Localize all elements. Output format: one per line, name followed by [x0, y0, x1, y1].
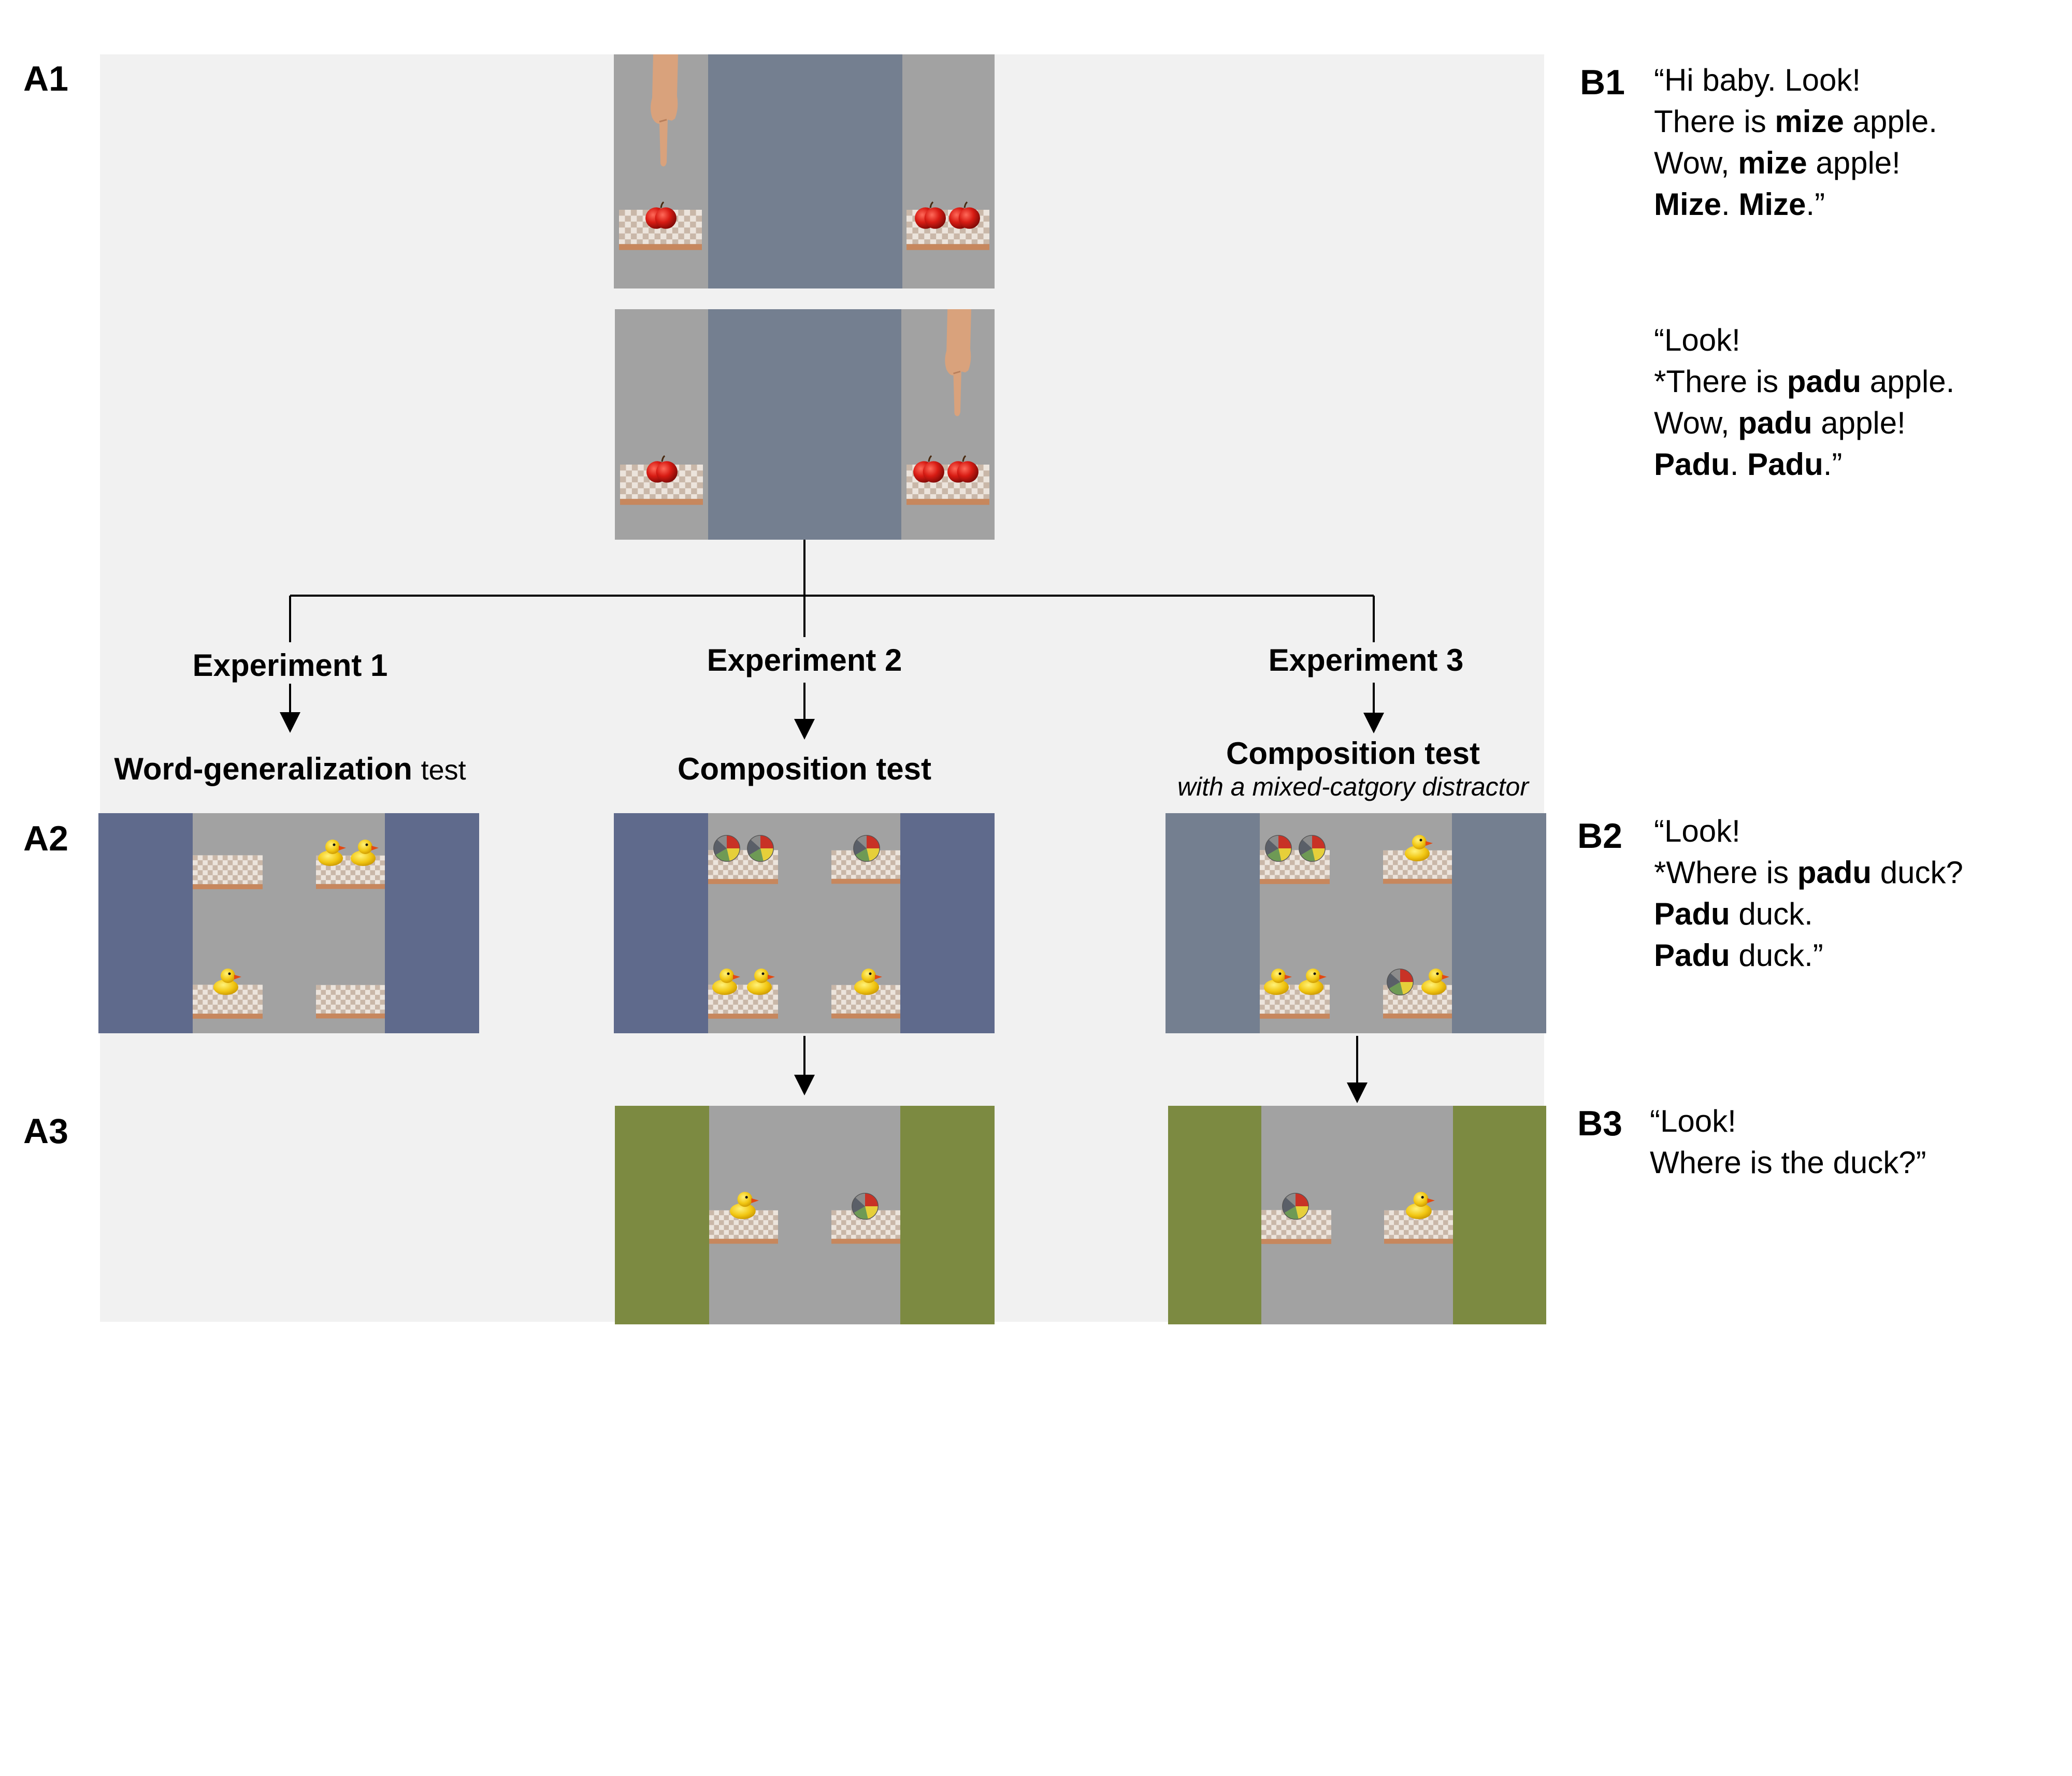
ball-icon — [1282, 1193, 1309, 1220]
speech-line: Where is the duck?” — [1650, 1145, 1926, 1180]
speech-line: “Look! — [1654, 323, 1740, 357]
panel-label-b3: B3 — [1577, 1104, 1622, 1143]
familiarization-scene-1 — [614, 54, 995, 288]
word-generalization-test-label: Word-generalization test — [83, 751, 497, 787]
test-title-suffix: test — [421, 755, 466, 786]
tablecloth-icon — [316, 985, 385, 1019]
apple-icon — [645, 201, 677, 230]
hand-icon — [650, 54, 679, 167]
speech-line: Padu. Padu.” — [1654, 447, 1843, 482]
ball-icon — [1386, 969, 1414, 995]
panel-label-b2: B2 — [1577, 816, 1622, 856]
experiment-1-label: Experiment 1 — [192, 648, 388, 683]
speech-line: “Hi baby. Look! — [1654, 63, 1861, 97]
experiment-3-label: Experiment 3 — [1268, 643, 1464, 677]
ball-icon — [1298, 835, 1326, 862]
occluder — [708, 309, 901, 540]
speech-line: Wow, padu apple! — [1654, 406, 1906, 440]
speech-line: There is mize apple. — [1654, 104, 1937, 139]
exp3-question-scene — [1168, 1106, 1546, 1324]
speech-b2: “Look! *Where is padu duck? Padu duck. P… — [1654, 811, 1963, 976]
speech-line: *There is padu apple. — [1654, 364, 1955, 399]
tablecloth-icon — [193, 855, 263, 889]
speech-b1-mize: “Hi baby. Look! There is mize apple. Wow… — [1654, 60, 1937, 225]
speech-b1-padu: “Look! *There is padu apple. Wow, padu a… — [1654, 320, 1954, 485]
speech-line: “Look! — [1650, 1104, 1736, 1138]
ball-icon — [853, 835, 880, 862]
familiarization-scene-2 — [615, 309, 995, 540]
speech-b3: “Look! Where is the duck?” — [1650, 1101, 1926, 1183]
speech-line: “Look! — [1654, 814, 1740, 848]
hand-icon — [944, 309, 972, 417]
speech-line: Padu duck. — [1654, 897, 1813, 931]
composition-test-label-exp2: Composition test — [678, 752, 931, 786]
speech-line: Wow, mize apple! — [1654, 146, 1901, 180]
exp2-question-scene — [615, 1106, 995, 1324]
panel-label-a2: A2 — [23, 819, 68, 858]
mixed-category-distractor-subtitle: with a mixed-catgory distractor — [1177, 772, 1529, 801]
exp3-test-scene — [1166, 813, 1546, 1033]
occluder — [708, 54, 902, 288]
speech-line: Padu duck.” — [1654, 938, 1823, 973]
ball-icon — [1264, 835, 1292, 862]
panel-label-a1: A1 — [23, 59, 68, 98]
apple-icon — [913, 455, 945, 484]
speech-line: *Where is padu duck? — [1654, 855, 1963, 890]
apple-icon — [948, 201, 981, 230]
ball-icon — [713, 835, 740, 862]
composition-test-label-exp3: Composition test — [1226, 736, 1480, 771]
panel-label-a3: A3 — [23, 1111, 68, 1151]
test-title-main: Word-generalization — [114, 752, 412, 786]
ball-icon — [746, 835, 774, 862]
panel-label-b1: B1 — [1580, 63, 1625, 102]
apple-icon — [914, 201, 946, 230]
experiment-2-label: Experiment 2 — [707, 643, 902, 677]
ball-icon — [851, 1193, 879, 1220]
apple-icon — [646, 455, 678, 484]
exp1-test-scene — [98, 813, 479, 1033]
exp2-test-scene — [614, 813, 995, 1033]
speech-line: Mize. Mize.” — [1654, 187, 1825, 222]
apple-icon — [947, 455, 979, 484]
